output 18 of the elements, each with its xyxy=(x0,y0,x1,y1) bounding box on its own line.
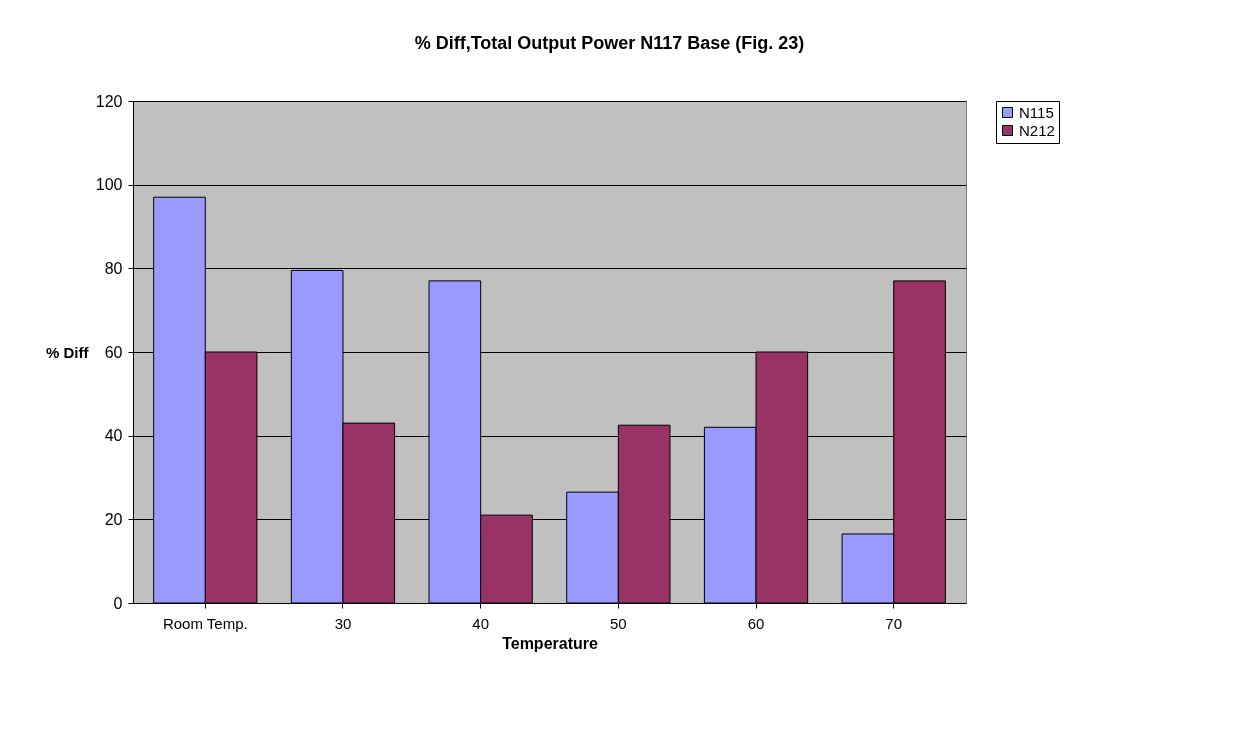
y-tick-label: 60 xyxy=(104,343,123,361)
x-tick-label: 70 xyxy=(885,614,903,632)
x-axis-title: Temperature xyxy=(502,634,598,652)
legend-label: N115 xyxy=(1019,103,1054,121)
y-axis-title: % Diff xyxy=(46,343,90,361)
y-tick-label: 20 xyxy=(104,510,123,528)
y-tick-label: 40 xyxy=(104,427,123,445)
x-tick-label: 60 xyxy=(747,614,765,632)
legend-label: N212 xyxy=(1019,121,1055,139)
y-tick-label: 0 xyxy=(113,594,123,612)
x-tick-label: 40 xyxy=(472,614,489,632)
x-tick-label: 50 xyxy=(610,614,627,632)
x-tick-label: 30 xyxy=(334,614,352,632)
y-tick-label: 80 xyxy=(104,259,123,277)
x-tick-label: Room Temp. xyxy=(162,614,248,632)
chart-title: % Diff,Total Output Power N117 Base (Fig. 23) xyxy=(414,33,805,53)
y-tick-label: 120 xyxy=(95,92,123,110)
y-tick-label: 100 xyxy=(95,176,123,194)
